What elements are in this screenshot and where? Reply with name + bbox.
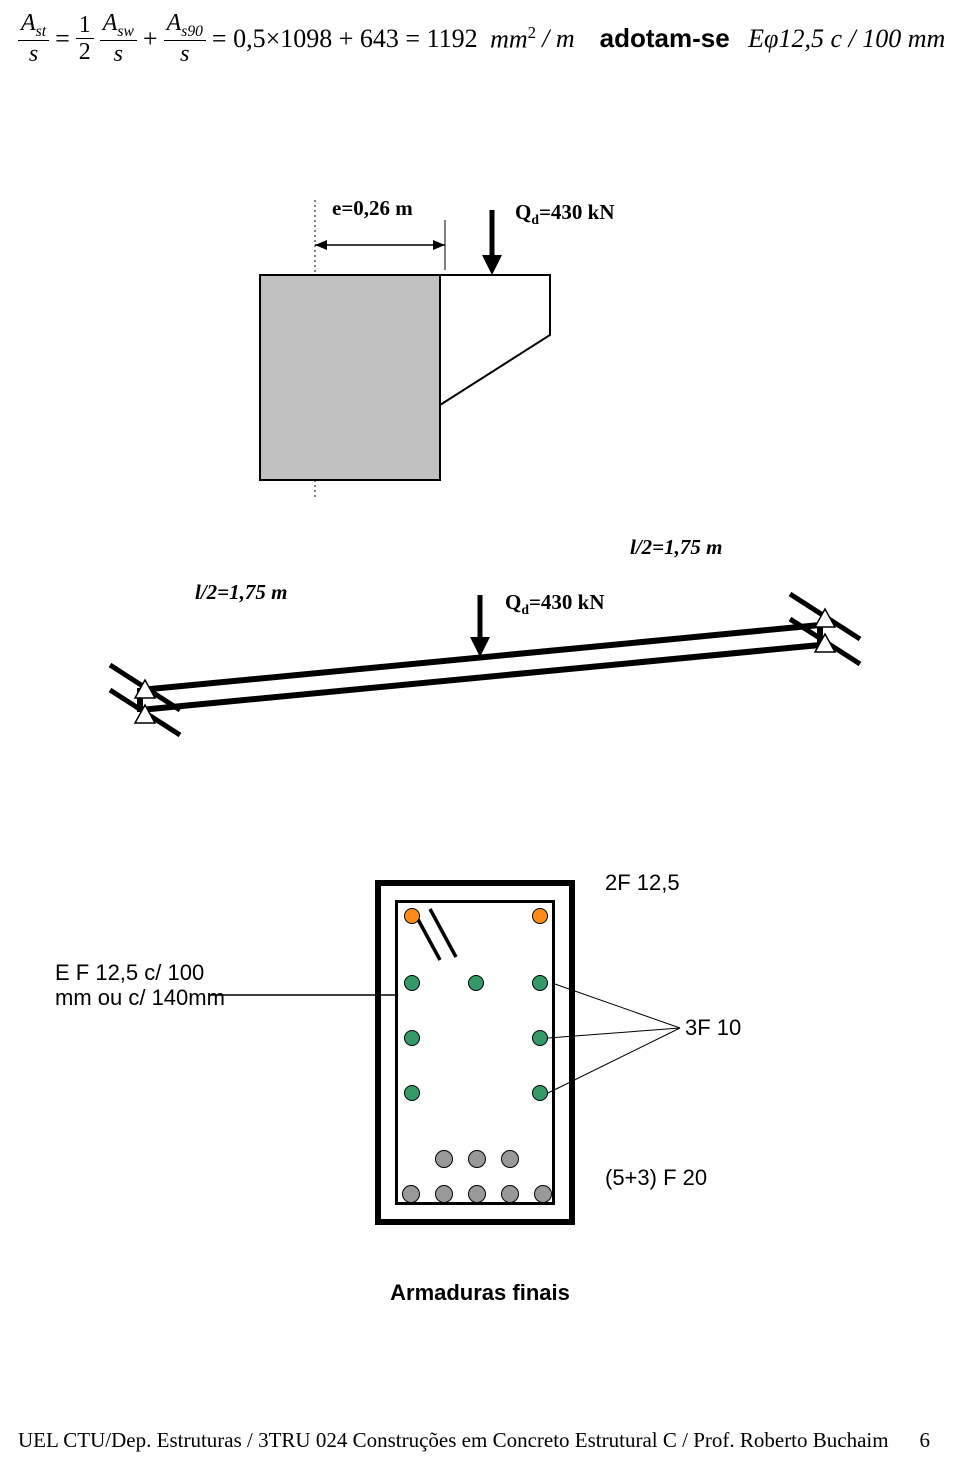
eq-rhs: = 0,5×1098 + 643 = 1192 [212,24,478,54]
rebar [468,975,484,991]
rebar [404,1030,420,1046]
rebar [435,1185,453,1203]
rebar [532,1085,548,1101]
footer-text: UEL CTU/Dep. Estruturas / 3TRU 024 Const… [18,1428,889,1453]
rebar [435,1150,453,1168]
q-label-1: Qd=430 kN [515,200,615,228]
rebar [532,908,548,924]
mid-bars-label: 3F 10 [685,1015,741,1041]
eq-lhs-num: A [21,10,36,36]
rebar [501,1185,519,1203]
eq-t3-num: A [167,10,182,36]
eq-unit-exp: 2 [528,23,536,42]
rebar [532,975,548,991]
eq-t3-sub: s90 [181,23,203,40]
cross-section-diagram: 2F 12,5 E F 12,5 c/ 100 mm ou c/ 140mm 3… [0,870,960,1270]
rebar [534,1185,552,1203]
e-label: e=0,26 m [332,196,413,221]
eq-unit-mm: mm [490,24,528,53]
eq-equals-1: = [55,24,70,54]
eq-t2-num: A [103,10,118,36]
corbel-diagram: e=0,26 m Qd=430 kN [260,200,690,510]
eq-half-den: 2 [76,39,94,65]
page-number: 6 [920,1428,931,1453]
beam-diagram: l/2=1,75 m l/2=1,75 m Qd=430 kN [80,540,880,770]
rebar [468,1185,486,1203]
stirrup-label-1: E F 12,5 c/ 100 [55,960,204,986]
eq-t2-den: s [111,41,126,67]
rebar [404,1085,420,1101]
rebar [402,1185,420,1203]
eq-spec: Eφ12,5 c / 100 mm [748,24,945,54]
eq-unit-per: / m [542,24,575,54]
left-span-label: l/2=1,75 m [195,580,287,605]
bottom-bars-label: (5+3) F 20 [605,1165,707,1191]
stirrup-label-2: mm ou c/ 140mm [55,985,225,1011]
eq-lhs-sub: st [36,23,46,40]
equation: Ast s = 1 2 Asw s + As90 s = 0,5×1098 + … [18,10,945,67]
eq-t2-sub: sw [117,23,133,40]
top-bars-label: 2F 12,5 [605,870,680,896]
rebar [532,1030,548,1046]
eq-plus: + [143,24,158,54]
eq-half-num: 1 [76,12,94,39]
rebar [468,1150,486,1168]
q-label-2: Qd=430 kN [505,590,605,618]
figure-caption: Armaduras finais [0,1280,960,1306]
eq-lhs-den: s [26,41,41,67]
rebar [501,1150,519,1168]
right-span-label: l/2=1,75 m [630,535,722,560]
eq-adopt: adotam-se [600,23,730,54]
rebar [404,975,420,991]
eq-t3-den: s [177,41,192,67]
rebar [404,908,420,924]
